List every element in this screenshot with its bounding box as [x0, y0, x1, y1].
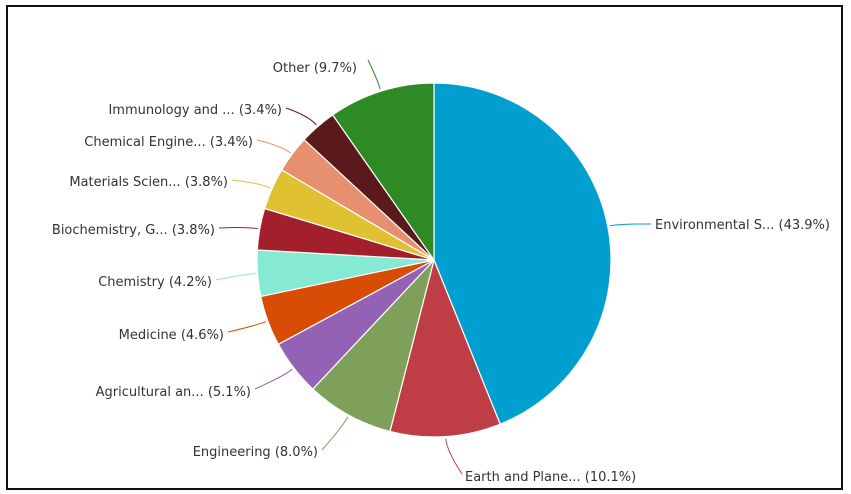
pie-slice-earth-and-plane[interactable]: [389, 258, 501, 438]
leader-line-immunology-and: [285, 107, 317, 126]
slice-label-environmental: Environmental S... (43.9%): [655, 218, 830, 233]
leader-line-other: [367, 59, 381, 90]
leader-line-chemistry: [215, 273, 256, 281]
slice-label-biochemistry: Biochemistry, G... (3.8%): [52, 223, 215, 238]
slice-label-engineering: Engineering (8.0%): [193, 445, 318, 460]
pie-slices: [256, 82, 612, 438]
leader-line-earth-and-plane: [445, 438, 463, 475]
leader-line-chemical-engine: [256, 139, 291, 154]
leader-line-agricultural-an: [254, 368, 293, 390]
leader-line-biochemistry-g: [218, 226, 258, 230]
slice-label-medicine: Medicine (4.6%): [119, 328, 224, 343]
leader-lines: [215, 59, 652, 475]
slice-label-immunology: Immunology and ... (3.4%): [108, 103, 282, 118]
slice-label-agricultural: Agricultural an... (5.1%): [96, 385, 251, 400]
pie-slice-environmental-s[interactable]: [433, 82, 612, 425]
leader-line-environmental-s: [609, 223, 652, 227]
slice-label-other: Other (9.7%): [273, 61, 357, 76]
slice-labels: Environmental S... (43.9%) Earth and Pla…: [52, 61, 830, 485]
slice-label-earth-and-planetary: Earth and Plane... (10.1%): [465, 470, 636, 485]
pie-slice-engineering[interactable]: [311, 259, 435, 433]
leader-line-medicine: [227, 321, 267, 333]
slice-label-materials-science: Materials Scien... (3.8%): [69, 175, 228, 190]
pie-slice-other[interactable]: [331, 82, 435, 262]
slice-label-chemistry: Chemistry (4.2%): [98, 275, 212, 290]
slice-label-chemical-engineering: Chemical Engine... (3.4%): [84, 135, 253, 150]
leader-line-engineering: [321, 416, 349, 451]
leader-line-materials-scien: [231, 179, 271, 189]
